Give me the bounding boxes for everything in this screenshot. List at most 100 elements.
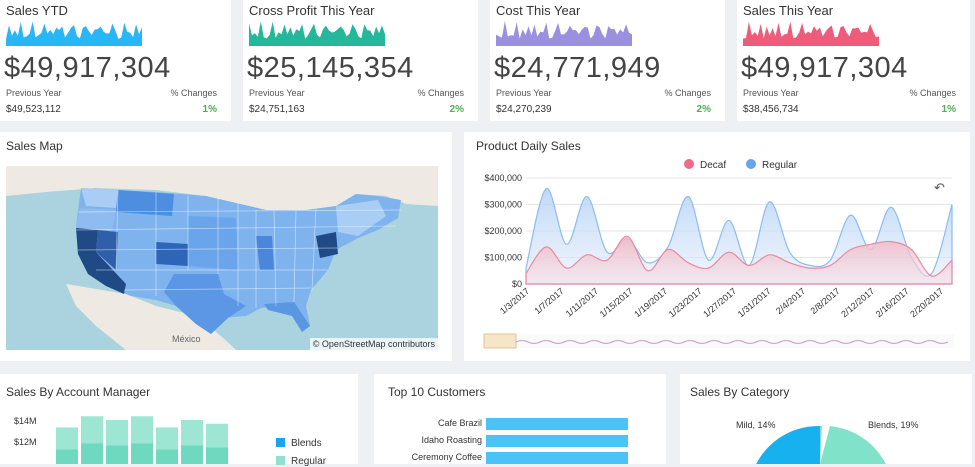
legend-swatch-blends — [276, 438, 285, 447]
legend-label-blends: Blends — [291, 438, 322, 449]
daily-sales-chart: $400,000 $300,000 $200,000 $100,000 $0 1/3/2… — [483, 173, 954, 349]
kpi-change-label: % Changes — [909, 88, 956, 98]
customer-bar[interactable] — [486, 418, 628, 430]
map-label-mexico: México — [172, 334, 201, 344]
x-tick-label: 1/31/2017 — [736, 286, 773, 319]
legend-dot-regular — [746, 159, 756, 169]
pie-slice-mild[interactable] — [752, 425, 820, 464]
state-california — [76, 228, 126, 294]
undo-icon[interactable]: ↶ — [934, 180, 945, 195]
x-tick-label: 1/7/2017 — [533, 286, 566, 316]
legend-label-decaf: Decaf — [700, 160, 727, 171]
kpi-value: $24,771,949 — [494, 52, 661, 84]
state-florida — [264, 302, 310, 332]
kpi-prev-label: Previous Year — [6, 88, 62, 98]
kpi-value: $49,917,304 — [741, 52, 908, 84]
category-pie — [752, 425, 890, 464]
x-tick-label: 2/16/2017 — [874, 286, 911, 319]
kpi-prev-value: $24,751,163 — [249, 104, 305, 115]
pie-label-blends: Blends, 19% — [868, 420, 919, 430]
kpi-prev-value: $49,523,112 — [6, 104, 61, 115]
state-washington — [81, 188, 118, 208]
x-tick-label: 1/11/2017 — [564, 286, 601, 319]
x-tick-label: 1/19/2017 — [632, 286, 669, 319]
x-tick-label: 2/12/2017 — [839, 286, 876, 319]
bar-blends[interactable] — [206, 447, 228, 464]
state-texas — [164, 274, 246, 334]
bar-blends[interactable] — [106, 445, 128, 464]
kpi-change-value: 1% — [202, 104, 217, 115]
state-montana — [116, 190, 174, 216]
legend-decaf[interactable]: Decaf — [684, 159, 726, 171]
legend-dot-decaf — [684, 159, 694, 169]
pie-label-mild: Mild, 14% — [736, 420, 776, 430]
x-tick-label: 2/4/2017 — [774, 286, 807, 316]
panel-title: Product Daily Sales — [476, 139, 581, 153]
bar-blends[interactable] — [81, 443, 103, 464]
sales-map-panel: Sales Map México — [0, 132, 452, 361]
bar-blends[interactable] — [131, 443, 153, 464]
panel-title: Top 10 Customers — [388, 385, 486, 399]
kpi-card-sales-this-year: Sales This Year $49,917,304 Previous Yea… — [737, 0, 970, 121]
kpi-title: Cost This Year — [496, 3, 581, 18]
land-canada — [6, 166, 438, 210]
kpi-change-label: % Changes — [170, 88, 217, 98]
state-midatlantic — [316, 232, 338, 258]
account-manager-chart — [56, 416, 228, 464]
kpi-prev-label: Previous Year — [249, 88, 305, 98]
kpi-change-value: 2% — [449, 104, 464, 115]
kpi-value: $49,917,304 — [4, 52, 171, 84]
kpi-title: Sales This Year — [743, 3, 834, 18]
kpi-title: Sales YTD — [6, 3, 68, 18]
kpi-prev-label: Previous Year — [496, 88, 552, 98]
kpi-card-sales-ytd: Sales YTD $49,917,304 Previous Year % Ch… — [0, 0, 231, 121]
bar-blends[interactable] — [181, 445, 203, 464]
state-plains — [188, 216, 238, 270]
kpi-title: Cross Profit This Year — [249, 3, 375, 18]
map-view[interactable]: México © OpenStreetMap contributors — [6, 166, 438, 350]
bar-blends[interactable] — [56, 449, 78, 464]
series-decaf-area[interactable] — [525, 235, 953, 285]
legend-regular[interactable]: Regular — [746, 159, 797, 171]
customer-label: Idaho Roasting — [421, 435, 482, 445]
panel-title: Sales Map — [6, 139, 63, 153]
state-illinois — [256, 236, 274, 270]
kpi-sparkline — [743, 21, 879, 46]
kpi-prev-value: $24,270,239 — [496, 104, 552, 115]
bar-blends[interactable] — [156, 449, 178, 464]
pie-slice-blends[interactable] — [820, 425, 890, 464]
range-handle[interactable] — [483, 333, 517, 349]
map-svg — [6, 166, 438, 350]
y-tick-label: $300,000 — [484, 200, 522, 210]
kpi-card-cross-profit: Cross Profit This Year $25,145,354 Previ… — [243, 0, 478, 121]
state-oregon — [76, 208, 116, 232]
x-tick-label: 1/23/2017 — [667, 286, 704, 319]
kpi-prev-value: $38,456,734 — [743, 104, 799, 115]
legend-regular[interactable]: Regular — [276, 456, 326, 467]
pie-slice-other[interactable] — [820, 425, 830, 464]
y-tick: $12M — [14, 437, 37, 447]
map-attribution[interactable]: © OpenStreetMap contributors — [309, 338, 438, 350]
x-tick-label: 2/8/2017 — [809, 286, 842, 316]
kpi-change-value: 2% — [696, 104, 711, 115]
kpi-sparkline — [6, 21, 142, 46]
customer-bar[interactable] — [486, 452, 628, 464]
x-tick-label: 1/27/2017 — [701, 286, 738, 319]
land-mexico — [66, 284, 236, 350]
kpi-change-label: % Changes — [417, 88, 464, 98]
y-tick-label: $400,000 — [484, 173, 522, 183]
navigator-line — [515, 340, 949, 344]
x-tick-label: 1/3/2017 — [498, 286, 531, 316]
x-tick-label: 2/20/2017 — [908, 286, 945, 319]
y-tick-label: $200,000 — [484, 226, 522, 236]
range-navigator[interactable] — [484, 334, 954, 348]
customer-bar[interactable] — [486, 435, 628, 447]
customer-label: Ceremony Coffee — [411, 452, 482, 462]
panel-title: Sales By Account Manager — [6, 385, 151, 399]
x-tick-label: 1/15/2017 — [598, 286, 635, 319]
state-colorado — [156, 242, 188, 266]
kpi-prev-label: Previous Year — [743, 88, 799, 98]
legend-blends[interactable]: Blends — [276, 438, 322, 449]
legend-swatch-regular — [276, 456, 285, 465]
kpi-sparkline — [249, 21, 385, 46]
